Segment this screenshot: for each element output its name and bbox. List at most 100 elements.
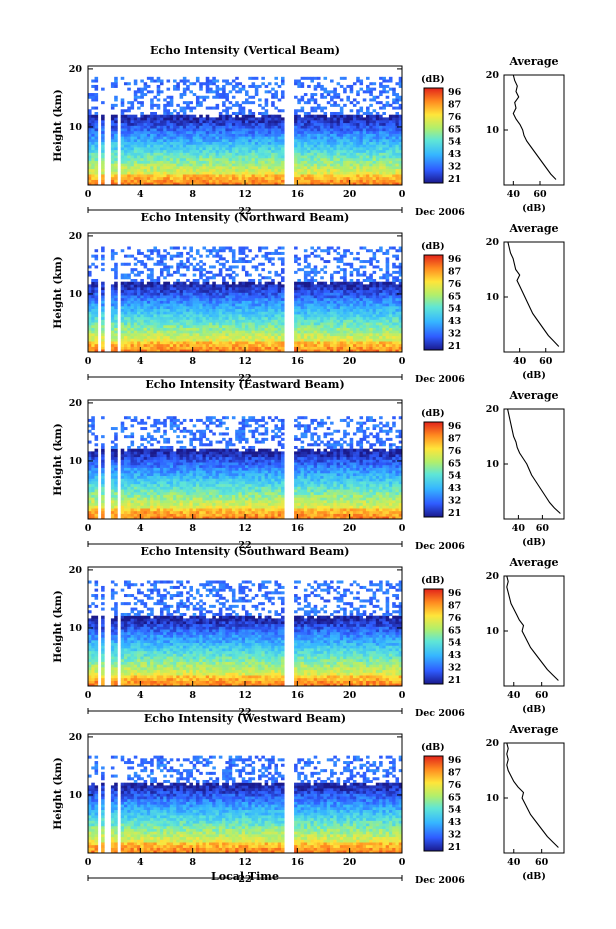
heatmap-cell (225, 106, 229, 110)
heatmap-cell (258, 117, 262, 121)
heatmap-cell (261, 147, 265, 151)
heatmap-cell (88, 171, 92, 175)
heatmap-cell (316, 327, 321, 331)
heatmap-cell (300, 295, 305, 299)
heatmap-cell (114, 308, 118, 312)
heatmap-cell (294, 341, 298, 345)
heatmap-cell (261, 133, 265, 137)
heatmap-cell (300, 144, 305, 148)
heatmap-cell (205, 149, 210, 153)
heatmap-cell (333, 295, 337, 299)
heatmap-cell (130, 117, 135, 121)
heatmap-cell (91, 125, 95, 129)
heatmap-cell (195, 157, 200, 161)
heatmap-cell (369, 287, 373, 291)
heatmap-cell (225, 316, 229, 320)
heatmap-cell (101, 125, 105, 129)
heatmap-cell (316, 130, 321, 134)
heatmap-cell (120, 120, 125, 124)
heatmap-cell (356, 120, 360, 124)
heatmap-cell (254, 308, 259, 312)
heatmap-cell (294, 324, 298, 328)
heatmap-cell (375, 166, 380, 170)
heatmap-cell (382, 316, 386, 320)
heatmap-cell (333, 90, 337, 94)
heatmap-cell (166, 136, 171, 140)
heatmap-cell (346, 349, 350, 353)
heatmap-cell (251, 295, 256, 299)
heatmap-cell (195, 314, 200, 318)
heatmap-cell (303, 182, 308, 186)
heatmap-cell (379, 106, 383, 110)
heatmap-cell (352, 349, 357, 353)
heatmap-cell (388, 335, 393, 339)
heatmap-cell (91, 333, 95, 337)
heatmap-cell (280, 303, 285, 307)
heatmap-cell (349, 130, 354, 134)
heatmap-cell (303, 163, 308, 167)
heatmap-cell (153, 297, 157, 301)
heatmap-cell (189, 335, 193, 339)
heatmap-cell (199, 128, 203, 132)
heatmap-cell (156, 166, 161, 170)
heatmap-cell (202, 289, 207, 293)
heatmap-cell (339, 84, 344, 88)
heatmap-cell (235, 308, 239, 312)
heatmap-cell (215, 297, 220, 301)
heatmap-cell (156, 295, 161, 299)
heatmap-cell (398, 147, 403, 151)
heatmap-cell (382, 166, 386, 170)
heatmap-cell (199, 289, 203, 293)
heatmap-cell (375, 182, 380, 186)
heatmap-cell (267, 122, 272, 126)
heatmap-cell (150, 327, 154, 331)
heatmap-cell (146, 155, 151, 159)
heatmap-cell (238, 319, 243, 323)
heatmap-cell (146, 133, 151, 137)
heatmap-cell (356, 289, 360, 293)
heatmap-cell (307, 314, 311, 318)
heatmap-cell (280, 120, 285, 124)
heatmap-cell (323, 300, 328, 304)
heatmap-cell (153, 289, 157, 293)
heatmap-cell (307, 295, 311, 299)
heatmap-cell (245, 114, 249, 118)
heatmap-cell (88, 349, 92, 353)
heatmap-cell (228, 346, 233, 350)
heatmap-cell (88, 182, 92, 186)
heatmap-cell (127, 295, 131, 299)
heatmap-cell (267, 314, 272, 318)
heatmap-cell (261, 306, 265, 310)
heatmap-cell (176, 327, 180, 331)
heatmap-cell (189, 322, 193, 326)
heatmap-cell (382, 144, 386, 148)
heatmap-cell (202, 144, 207, 148)
heatmap-cell (248, 330, 252, 334)
heatmap-cell (231, 311, 236, 315)
heatmap-cell (392, 333, 396, 337)
heatmap-cell (359, 179, 364, 183)
heatmap-cell (179, 297, 184, 301)
heatmap-cell (222, 130, 226, 134)
heatmap-cell (398, 314, 403, 318)
heatmap-cell (395, 82, 400, 86)
heatmap-cell (254, 295, 259, 299)
heatmap-cell (130, 338, 135, 342)
heatmap-cell (235, 152, 239, 156)
heatmap-cell (343, 287, 347, 291)
heatmap-cell (231, 141, 236, 145)
heatmap-cell (248, 114, 252, 118)
heatmap-cell (274, 125, 279, 129)
heatmap-cell (267, 125, 272, 129)
heatmap-cell (336, 120, 341, 124)
heatmap-cell (323, 343, 328, 347)
heatmap-cell (372, 319, 377, 323)
heatmap-cell (395, 308, 400, 312)
heatmap-cell (264, 101, 269, 105)
heatmap-cell (88, 324, 92, 328)
heatmap-cell (392, 330, 396, 334)
heatmap-cell (163, 176, 167, 180)
heatmap-cell (173, 128, 177, 132)
heatmap-cell (182, 179, 187, 183)
heatmap-cell (94, 179, 99, 183)
